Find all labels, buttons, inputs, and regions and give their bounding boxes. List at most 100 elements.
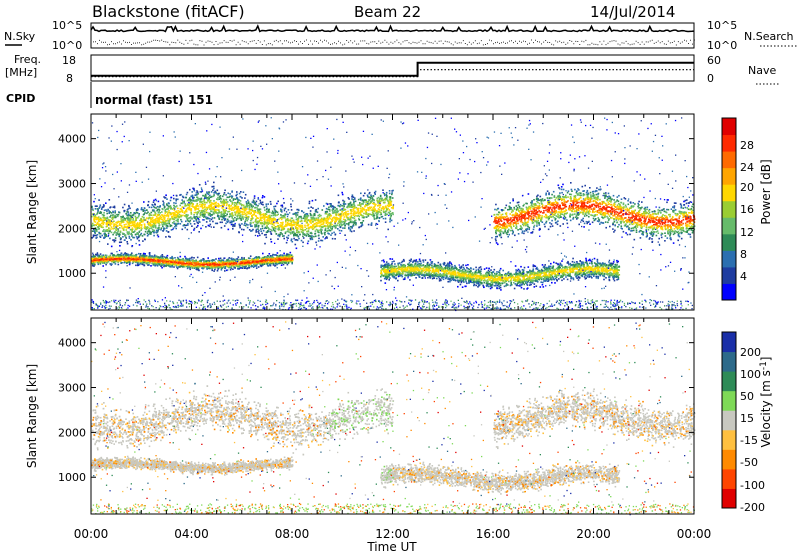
scatter-mark	[126, 231, 129, 233]
scatter-mark	[151, 255, 154, 257]
scatter-mark	[164, 227, 166, 230]
scatter-mark	[108, 257, 111, 259]
scatter-mark	[190, 216, 192, 218]
scatter-mark	[287, 222, 289, 225]
scatter-mark	[331, 232, 333, 235]
scatter-mark	[315, 228, 318, 231]
scatter-mark	[259, 217, 262, 220]
scatter-mark	[313, 224, 315, 226]
scatter-mark	[357, 211, 359, 213]
scatter-mark	[320, 214, 322, 217]
scatter-mark	[372, 198, 374, 201]
scatter-mark	[347, 218, 350, 220]
scatter-mark	[195, 265, 197, 268]
scatter-mark	[280, 254, 282, 256]
scatter-mark	[223, 225, 226, 227]
scatter-mark	[340, 230, 343, 232]
scatter-mark	[378, 199, 380, 202]
scatter-mark	[95, 258, 98, 260]
scatter-mark	[366, 204, 368, 206]
scatter-mark	[220, 262, 222, 264]
scatter-mark	[384, 214, 387, 216]
scatter-mark	[272, 256, 275, 259]
scatter-mark	[389, 199, 391, 201]
scatter-mark	[189, 203, 192, 205]
scatter-mark	[206, 208, 209, 210]
scatter-mark	[134, 215, 137, 218]
scatter-mark	[387, 202, 390, 205]
scatter-mark	[371, 213, 374, 215]
scatter-mark	[257, 228, 259, 230]
scatter-mark	[323, 205, 325, 207]
scatter-mark	[336, 211, 339, 214]
freq-tick-high: 18	[62, 54, 76, 67]
scatter-mark	[217, 265, 220, 267]
scatter-mark	[279, 217, 282, 219]
scatter-mark	[182, 224, 185, 227]
scatter-mark	[230, 267, 232, 269]
scatter-mark	[116, 225, 119, 227]
scatter-mark	[163, 223, 166, 226]
scatter-mark	[145, 209, 148, 211]
scatter-mark	[109, 206, 111, 209]
scatter-mark	[241, 256, 243, 259]
scatter-mark	[198, 218, 200, 221]
scatter-mark	[370, 206, 373, 209]
scatter-mark	[128, 255, 130, 257]
scatter-mark	[270, 218, 272, 220]
scatter-mark	[286, 221, 289, 224]
scatter-mark	[137, 258, 140, 261]
scatter-mark	[218, 262, 221, 265]
scatter-mark	[213, 200, 215, 202]
scatter-mark	[330, 203, 332, 206]
scatter-mark	[310, 214, 312, 217]
scatter-mark	[377, 208, 380, 210]
scatter-mark	[300, 220, 303, 222]
scatter-mark	[104, 217, 106, 219]
scatter-mark	[263, 196, 266, 198]
scatter-mark	[138, 255, 141, 257]
scatter-mark	[367, 207, 370, 209]
scatter-mark	[278, 254, 280, 257]
scatter-mark	[283, 252, 285, 255]
scatter-mark	[117, 263, 120, 266]
scatter-mark	[109, 219, 111, 222]
scatter-mark	[99, 261, 101, 263]
scatter-mark	[326, 237, 328, 239]
scatter-mark	[311, 228, 314, 231]
scatter-mark	[97, 211, 99, 213]
scatter-mark	[184, 211, 186, 213]
scatter-mark	[237, 268, 239, 270]
scatter-mark	[181, 202, 184, 205]
scatter-mark	[365, 213, 367, 215]
scatter-mark	[283, 208, 286, 210]
scatter-mark	[376, 216, 379, 218]
scatter-mark	[114, 257, 116, 260]
scatter-mark	[361, 202, 364, 205]
scatter-mark	[352, 221, 355, 223]
scatter-mark	[167, 258, 169, 261]
scatter-mark	[180, 218, 182, 221]
scatter-mark	[189, 219, 192, 222]
scatter-mark	[294, 243, 297, 246]
scatter-mark	[203, 260, 205, 263]
scatter-mark	[196, 202, 199, 205]
scatter-mark	[301, 224, 303, 227]
scatter-mark	[115, 216, 117, 218]
scatter-mark	[221, 207, 223, 209]
scatter-mark	[266, 208, 268, 211]
scatter-mark	[109, 254, 112, 257]
scatter-mark	[202, 264, 204, 266]
scatter-mark	[163, 220, 166, 223]
scatter-mark	[231, 202, 234, 204]
scatter-mark	[108, 255, 110, 258]
scatter-mark	[117, 256, 119, 259]
scatter-mark	[333, 231, 335, 234]
scatter-mark	[370, 195, 373, 198]
scatter-mark	[106, 212, 108, 215]
scatter-mark	[270, 228, 272, 231]
scatter-mark	[156, 264, 158, 266]
scatter-mark	[373, 210, 376, 213]
scatter-mark	[105, 225, 108, 228]
scatter-mark	[202, 202, 204, 205]
